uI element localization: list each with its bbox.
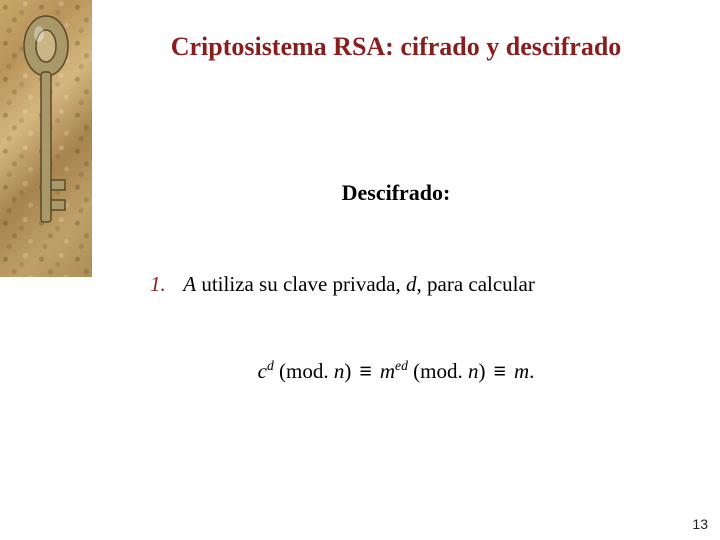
item-text-1: utiliza su clave privada, [196, 272, 406, 296]
congruent-icon: ≡ [357, 360, 375, 384]
formula-m1: m [380, 359, 395, 383]
formula-mod1-close: ) [344, 359, 356, 383]
page-number: 13 [692, 516, 708, 532]
formula-n2: n [468, 359, 479, 383]
item-subject: A [183, 272, 196, 296]
formula-mod2-close: ) [478, 359, 490, 383]
item-number: 1. [150, 272, 178, 297]
congruent-icon: ≡ [491, 360, 509, 384]
formula-mod2-open: (mod. [408, 359, 468, 383]
formula-n1: n [334, 359, 345, 383]
section-heading: Descifrado: [92, 180, 700, 206]
slide-content: Criptosistema RSA: cifrado y descifrado … [92, 0, 720, 540]
formula: cd (mod. n) ≡ med (mod. n) ≡ m. [92, 358, 700, 384]
sidebar-texture [0, 0, 92, 277]
slide-title: Criptosistema RSA: cifrado y descifrado [92, 32, 700, 62]
item-var-d: d [406, 272, 417, 296]
formula-mod1-open: (mod. [274, 359, 334, 383]
formula-sup-ed: ed [395, 358, 408, 373]
key-icon [20, 10, 72, 260]
formula-c: c [258, 359, 267, 383]
formula-m2: m [514, 359, 529, 383]
item-text-2: , para calcular [417, 272, 535, 296]
list-item: 1. A utiliza su clave privada, d, para c… [150, 272, 690, 297]
formula-dot: . [529, 359, 534, 383]
formula-sup-d: d [267, 358, 274, 373]
